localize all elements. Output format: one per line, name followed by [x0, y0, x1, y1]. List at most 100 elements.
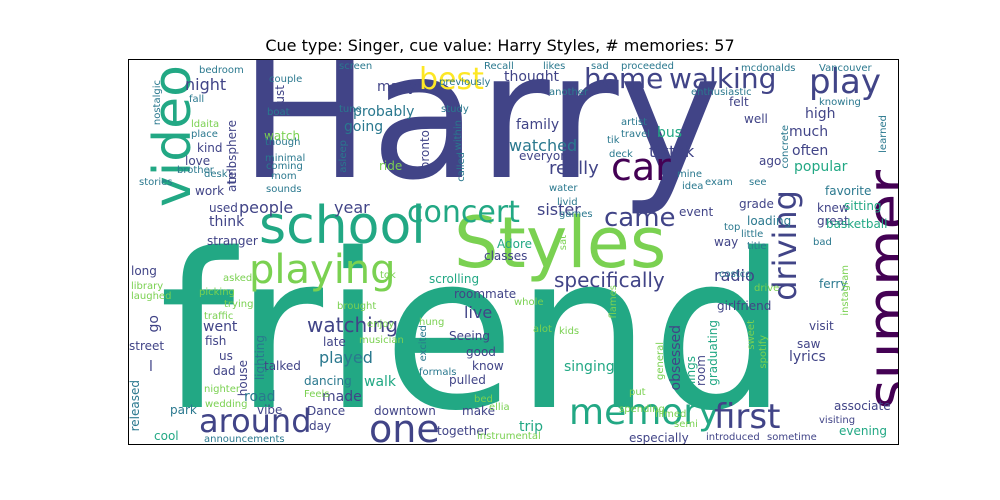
cloud-word: car — [611, 145, 671, 189]
cloud-word: sounds — [266, 184, 302, 195]
cloud-word: good — [466, 345, 496, 359]
cloud-word: cool — [154, 429, 179, 443]
cloud-word: way — [714, 235, 739, 249]
cloud-word: though — [265, 137, 301, 148]
cloud-word: play — [809, 62, 881, 102]
cloud-word: one — [369, 407, 440, 445]
cloud-word: visit — [809, 319, 834, 333]
cloud-word: evening — [839, 424, 888, 438]
cloud-word: thought — [504, 69, 560, 85]
cloud-word: day — [309, 419, 332, 433]
cloud-word: musician — [359, 335, 404, 346]
cloud-word: fish — [205, 334, 227, 348]
cloud-word: travel — [621, 129, 651, 140]
cloud-word: games — [559, 209, 593, 220]
cloud-word: classes — [484, 249, 528, 263]
cloud-word: much — [789, 124, 829, 140]
cloud-word: spending — [619, 404, 665, 415]
cloud-word: live — [464, 303, 493, 322]
cloud-word: called — [456, 152, 467, 182]
cloud-word: mom — [271, 171, 297, 182]
cloud-word: favorite — [825, 184, 872, 198]
cloud-word: together — [437, 424, 489, 438]
cloud-word: bad — [813, 237, 832, 248]
cloud-word: learned — [878, 115, 889, 153]
cloud-word: really — [549, 158, 599, 179]
cloud-word: sitting — [844, 199, 882, 213]
cloud-word: desk — [204, 169, 228, 180]
cloud-word: brother — [177, 165, 214, 176]
cloud-word: concert — [407, 195, 520, 230]
cloud-word: school — [259, 196, 426, 256]
cloud-word: Feels — [304, 389, 330, 400]
cloud-word: instagram — [840, 265, 851, 316]
cloud-word: place — [191, 129, 218, 140]
cloud-word: put — [629, 387, 646, 398]
cloud-word: night — [185, 75, 227, 94]
cloud-word: brought — [337, 301, 377, 312]
cloud-word: vibe — [257, 403, 283, 417]
cloud-word: talked — [264, 359, 301, 373]
cloud-word: year — [334, 198, 370, 217]
cloud-word: love — [185, 154, 211, 168]
cloud-word: great — [817, 214, 849, 228]
cloud-word: popular — [794, 159, 848, 175]
cloud-word: tiktok — [649, 142, 695, 161]
cloud-word: park — [170, 403, 197, 417]
cloud-word: loading — [747, 214, 792, 228]
cloud-word: ellia — [489, 402, 510, 413]
cloud-word: little — [741, 229, 764, 240]
cloud-word: idea — [682, 181, 704, 192]
cloud-word: watch — [264, 129, 301, 143]
cloud-word: first — [714, 397, 781, 437]
cloud-word: going — [344, 119, 384, 135]
cloud-word: downtown — [374, 404, 436, 418]
cloud-word: made — [322, 389, 362, 405]
cloud-word: flames — [608, 285, 619, 319]
cloud-word: ago — [759, 154, 782, 168]
cloud-word: trying — [224, 299, 254, 310]
cloud-word: title — [747, 241, 767, 252]
cloud-word: tok — [380, 270, 396, 281]
cloud-word: excited — [418, 325, 429, 362]
cloud-word: tik — [607, 135, 620, 146]
cloud-word: costco — [719, 269, 752, 280]
cloud-word: went — [203, 319, 238, 335]
cloud-word: ferry — [819, 277, 848, 291]
cloud-word: minimal — [265, 153, 306, 164]
cloud-word: whole — [514, 297, 544, 308]
cloud-word: stories — [139, 177, 173, 188]
cloud-word: formals — [419, 367, 457, 378]
cloud-word: sad — [591, 61, 609, 72]
cloud-word: obsessed — [668, 325, 684, 391]
cloud-word: proceeded — [621, 61, 675, 72]
cloud-word: sat — [558, 235, 569, 251]
cloud-word: introduced — [706, 432, 760, 443]
cloud-word: toronto — [418, 130, 432, 174]
cloud-word: sister — [537, 200, 581, 219]
cloud-word: bedroom — [199, 65, 244, 76]
cloud-word: nostalgic — [152, 80, 163, 126]
cloud-word: around — [199, 402, 312, 440]
cloud-word: ride — [379, 159, 403, 173]
cloud-word: lyrics — [789, 349, 826, 365]
cloud-word: long — [131, 264, 157, 278]
cloud-word: dancing — [304, 374, 352, 388]
cloud-word: kids — [559, 326, 580, 337]
cloud-word: felt — [729, 95, 749, 109]
cloud-word: many — [377, 79, 417, 95]
cloud-word: another — [549, 87, 589, 98]
cloud-word: sweet — [746, 320, 757, 350]
cloud-word: graduating — [706, 320, 720, 386]
cloud-word: came — [604, 203, 676, 233]
cloud-word: specifically — [554, 268, 665, 292]
cloud-word: within — [453, 120, 464, 151]
cloud-word: tune — [339, 104, 362, 115]
cloud-word: traffic — [204, 311, 234, 322]
cloud-word: used — [209, 201, 238, 215]
cloud-word: livid — [557, 197, 578, 208]
cloud-word: us — [219, 349, 233, 363]
cloud-word: mine — [677, 169, 703, 180]
cloud-word: announcements — [204, 434, 285, 445]
cloud-word: couple — [269, 74, 303, 85]
